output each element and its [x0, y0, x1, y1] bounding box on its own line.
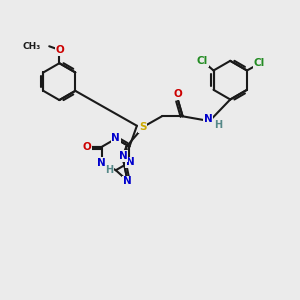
Text: H: H: [214, 120, 222, 130]
Text: N: N: [126, 157, 135, 167]
Text: S: S: [139, 122, 146, 132]
Text: O: O: [56, 45, 64, 55]
Text: N: N: [123, 176, 132, 186]
Text: Cl: Cl: [254, 58, 265, 68]
Text: N: N: [204, 114, 213, 124]
Text: N: N: [119, 151, 128, 161]
Text: N: N: [97, 158, 106, 168]
Text: O: O: [82, 142, 91, 152]
Text: H: H: [106, 165, 114, 175]
Text: Cl: Cl: [196, 56, 208, 66]
Text: N: N: [111, 133, 120, 143]
Text: O: O: [174, 89, 183, 99]
Text: CH₃: CH₃: [23, 42, 41, 51]
